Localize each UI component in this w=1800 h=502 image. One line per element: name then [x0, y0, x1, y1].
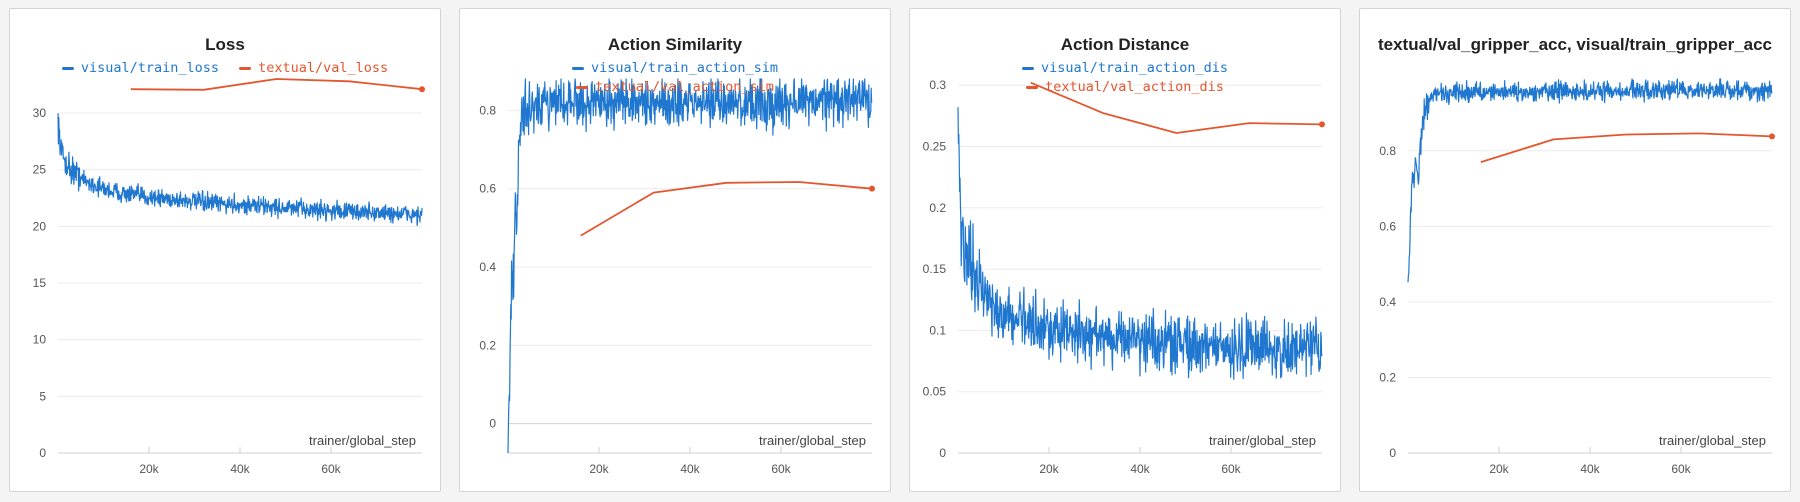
- series-line-visual-train-gripper-acc[interactable]: [1407, 78, 1773, 283]
- chart-legend: visual/train_loss textual/val_loss: [10, 59, 440, 78]
- y-tick-label: 0.2: [929, 201, 946, 215]
- y-tick-label: 20: [33, 219, 47, 233]
- y-tick-label: 0.4: [479, 260, 496, 274]
- chart-legend: visual/train_action_dis textual/val_actio…: [910, 59, 1340, 97]
- legend-item[interactable]: textual/val_action_dis: [1026, 78, 1224, 97]
- x-tick-label: 20k: [1489, 462, 1509, 476]
- legend-item[interactable]: textual/val_loss: [239, 59, 388, 78]
- x-tick-label: 60k: [1671, 462, 1691, 476]
- y-tick-label: 0.3: [929, 78, 946, 92]
- legend-swatch: [61, 67, 74, 70]
- chart-title: textual/val_gripper_acc, visual/train_gr…: [1377, 35, 1773, 54]
- x-tick-label: 40k: [1580, 462, 1600, 476]
- x-axis-label: trainer/global_step: [1659, 433, 1766, 448]
- series-endpoint-marker: [869, 185, 875, 192]
- x-tick-label: 40k: [680, 462, 700, 476]
- gripper-accuracy-chart[interactable]: 0 0.2 0.4 0.6 0.8 20k 40k 60k trainer/global_ste…: [1360, 9, 1791, 492]
- loss-chart[interactable]: 0 5 10 15 20 25 30 20k 40k 60k trainer/global_step: [10, 9, 441, 492]
- action-similarity-chart-panel[interactable]: Action Similarity visual/train_action_si…: [459, 8, 891, 492]
- y-tick-label: 15: [33, 276, 47, 290]
- y-tick-label: 0.8: [1379, 144, 1396, 158]
- series-line-textual-val-action-sim[interactable]: [580, 181, 873, 237]
- x-axis-label: trainer/global_step: [1209, 433, 1316, 448]
- legend-label: visual/train_action_dis: [1041, 60, 1228, 76]
- series-endpoint-marker: [1769, 133, 1775, 140]
- gripper-accuracy-chart-panel[interactable]: textual/val_gripper_acc, visual/train_gr…: [1359, 8, 1791, 492]
- y-tick-label: 0: [939, 446, 946, 460]
- x-tick-label: 40k: [1130, 462, 1150, 476]
- legend-item[interactable]: visual/train_loss: [61, 59, 220, 78]
- y-tick-label: 0.2: [479, 338, 496, 352]
- action-distance-chart[interactable]: 0 0.05 0.1 0.15 0.2 0.25 0.3 20k 40k 60k trainer/g…: [910, 9, 1341, 492]
- x-axis-label: trainer/global_step: [759, 433, 866, 448]
- series-line-textual-val-gripper-acc[interactable]: [1480, 132, 1773, 163]
- legend-item[interactable]: visual/train_action_sim: [572, 59, 778, 78]
- x-tick-label: 20k: [139, 462, 159, 476]
- loss-chart-panel[interactable]: Loss visual/train_loss textual/val_loss 0…: [9, 8, 441, 492]
- x-tick-label: 60k: [1221, 462, 1241, 476]
- legend-label: textual/val_loss: [258, 60, 389, 76]
- legend-item[interactable]: textual/val_action_sim: [576, 78, 774, 97]
- y-tick-label: 25: [33, 163, 47, 177]
- y-tick-label: 0.6: [479, 182, 496, 196]
- series-endpoint-marker: [419, 86, 425, 93]
- y-tick-label: 10: [33, 333, 47, 347]
- x-tick-label: 20k: [589, 462, 609, 476]
- y-tick-label: 0.05: [923, 385, 947, 399]
- x-axis-label: trainer/global_step: [309, 433, 416, 448]
- chart-title: Loss: [205, 35, 245, 54]
- series-line-visual-train-action-dis[interactable]: [957, 107, 1323, 380]
- series-line-textual-val-loss[interactable]: [130, 78, 423, 91]
- legend-swatch: [239, 67, 252, 70]
- y-tick-label: 30: [33, 106, 47, 120]
- action-similarity-chart[interactable]: 0 0.2 0.4 0.6 0.8 20k 40k 60k trainer/global_ste…: [460, 9, 891, 492]
- chart-legend: visual/train_action_sim textual/val_actio…: [460, 59, 890, 97]
- chart-title: Action Distance: [1060, 35, 1190, 54]
- x-tick-label: 40k: [230, 462, 250, 476]
- x-tick-label: 60k: [771, 462, 791, 476]
- legend-label: visual/train_action_sim: [591, 60, 778, 76]
- y-tick-label: 0.6: [1379, 219, 1396, 233]
- y-tick-label: 0: [1389, 446, 1396, 460]
- series-line-visual-train-action-sim[interactable]: [507, 78, 873, 454]
- legend-label: textual/val_action_dis: [1045, 79, 1224, 95]
- series-line-visual-train-loss[interactable]: [57, 113, 423, 226]
- legend-swatch: [576, 86, 589, 89]
- y-tick-label: 0.1: [929, 323, 946, 337]
- y-tick-label: 5: [39, 389, 46, 403]
- y-tick-label: 0.8: [479, 103, 496, 117]
- legend-label: visual/train_loss: [80, 60, 220, 76]
- x-tick-label: 60k: [321, 462, 341, 476]
- series-endpoint-marker: [1319, 121, 1325, 128]
- y-tick-label: 0.25: [923, 139, 947, 153]
- y-tick-label: 0: [39, 446, 46, 460]
- series-line-textual-val-action-dis[interactable]: [1030, 81, 1323, 134]
- legend-label: textual/val_action_sim: [595, 79, 774, 95]
- legend-item[interactable]: visual/train_action_dis: [1022, 59, 1228, 78]
- legend-swatch: [1026, 86, 1039, 89]
- y-tick-label: 0.2: [1379, 370, 1396, 384]
- legend-swatch: [572, 67, 585, 70]
- y-tick-label: 0.15: [923, 262, 947, 276]
- legend-swatch: [1022, 67, 1035, 70]
- chart-title: Action Similarity: [607, 35, 743, 54]
- x-tick-label: 20k: [1039, 462, 1059, 476]
- y-tick-label: 0.4: [1379, 295, 1396, 309]
- y-tick-label: 0: [489, 417, 496, 431]
